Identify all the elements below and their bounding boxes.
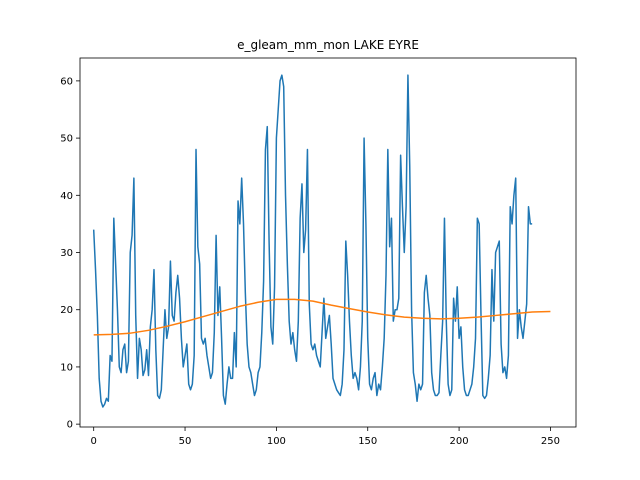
x-tick-label: 100 [267, 436, 286, 447]
chart-title: e_gleam_mm_mon LAKE EYRE [237, 38, 419, 52]
y-tick-label: 40 [60, 191, 73, 202]
y-tick-label: 0 [67, 420, 73, 431]
plot-frame [79, 57, 577, 428]
x-tick-label: 200 [450, 436, 469, 447]
y-tick-label: 30 [60, 248, 73, 259]
axes-layer: 0 50 100 150 200 250 0 10 20 30 40 50 60 [60, 57, 577, 447]
x-tick-label: 50 [179, 436, 192, 447]
y-tick-label: 60 [60, 76, 73, 87]
series-layer [92, 74, 551, 408]
x-tick-label: 250 [541, 436, 560, 447]
y-tick-label: 20 [60, 305, 73, 316]
series-line-1 [92, 74, 533, 408]
x-tick-label: 150 [358, 436, 377, 447]
y-tick-label: 50 [60, 134, 73, 145]
series-line-2 [93, 298, 551, 336]
x-tick-label: 0 [91, 436, 97, 447]
y-tick-label: 10 [60, 362, 73, 373]
